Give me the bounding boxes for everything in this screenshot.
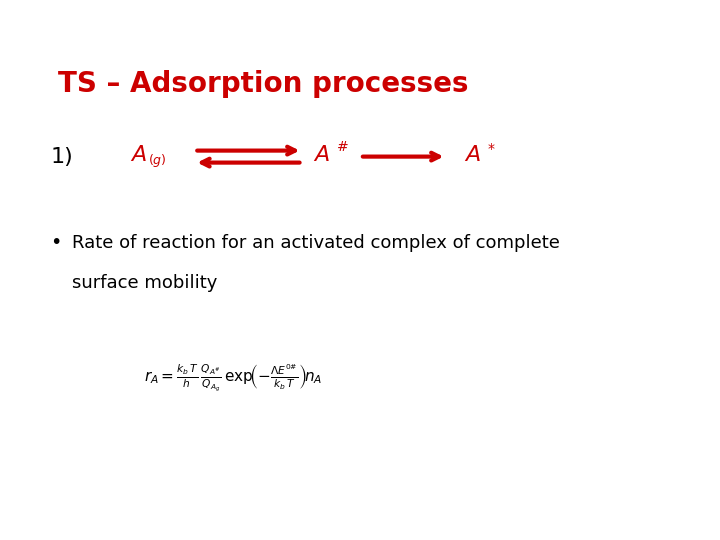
- Text: $\mathit{A}$: $\mathit{A}$: [464, 145, 481, 165]
- Text: $\mathit{\#}$: $\mathit{\#}$: [336, 140, 348, 153]
- Text: $\mathit{A}$: $\mathit{A}$: [313, 145, 330, 165]
- Text: TS – Adsorption processes: TS – Adsorption processes: [58, 70, 468, 98]
- Text: Rate of reaction for an activated complex of complete: Rate of reaction for an activated comple…: [72, 234, 560, 252]
- Text: $\mathit{A}$: $\mathit{A}$: [130, 145, 146, 165]
- Text: 1): 1): [50, 146, 73, 167]
- Text: $\mathit{(g)}$: $\mathit{(g)}$: [148, 152, 166, 169]
- Text: surface mobility: surface mobility: [72, 274, 217, 293]
- Text: •: •: [50, 233, 62, 253]
- Text: $\mathit{*}$: $\mathit{*}$: [487, 140, 495, 153]
- Text: $r_A = \frac{k_b\,T}{h}\,\frac{Q_{A^{\#}}}{Q_{A_g}}\,\mathrm{exp}\!\left(-\frac{: $r_A = \frac{k_b\,T}{h}\,\frac{Q_{A^{\#}…: [144, 362, 323, 394]
